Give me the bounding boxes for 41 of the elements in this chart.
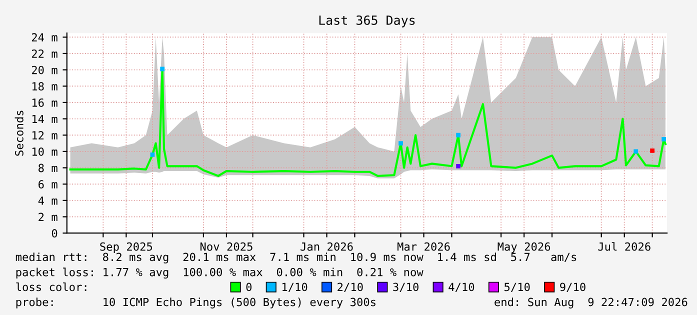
legend-label: 4/10 [448,282,474,292]
point [160,66,165,72]
legend-label: 3/10 [393,282,418,292]
legend-label: 9/10 [560,282,586,292]
chart-title: Last 365 Days [319,15,415,28]
y-tick-label: 6 m [38,180,58,189]
text: median rtt: 8.2 ms avg 20.1 ms max 7.1 ms min 10.9 ms now 1.4 ms sd 5.7 am/s [16,252,576,264]
legend-label: 5/10 [504,282,530,292]
y-tick-label: 8 m [38,164,58,172]
point [634,149,638,154]
y-tick-label: 12 m [32,131,58,140]
point [650,148,655,153]
x-tick-label: Nov 2025 [200,242,252,251]
point [456,132,460,138]
x-tick-label: May 2026 [498,242,550,253]
y-tick-label: 0 [52,229,58,238]
y-tick-label: 18 m [32,82,58,91]
x-tick-label: Mar 2026 [397,242,450,251]
y-tick-label: 20 m [32,66,58,74]
y-tick-label: 24 m [32,33,58,42]
text: end: Sun Aug 9 22:47:09 2026 [494,298,688,308]
text: packet loss: 1.77 % avg 100.00 % max 0.00 % min 0.21 % now [16,268,424,279]
y-tick-label: 16 m [32,98,58,107]
y-tick-label: 10 m [32,147,58,156]
y-axis-title: Seconds [14,110,24,156]
legend-title: loss color: [16,282,86,292]
x-tick-label: Jul 2026 [598,242,650,251]
point [456,164,460,168]
x-tick-label: Sep 2025 [100,242,152,253]
point [398,141,403,146]
point [662,137,666,142]
legend-label: 0 [246,282,252,292]
x-tick-label: Jan 2026 [300,242,353,251]
y-tick-label: 14 m [32,114,58,124]
legend-label: 1/10 [282,282,308,292]
y-tick-label: 4 m [38,196,58,205]
y-tick-label: 2 m [38,212,58,222]
point [150,152,155,157]
text: probe: 10 ICMP Echo Pings (500 Bytes) every 300s [16,298,376,308]
legend-label: 2/10 [338,282,363,292]
y-tick-label: 22 m [32,49,58,58]
